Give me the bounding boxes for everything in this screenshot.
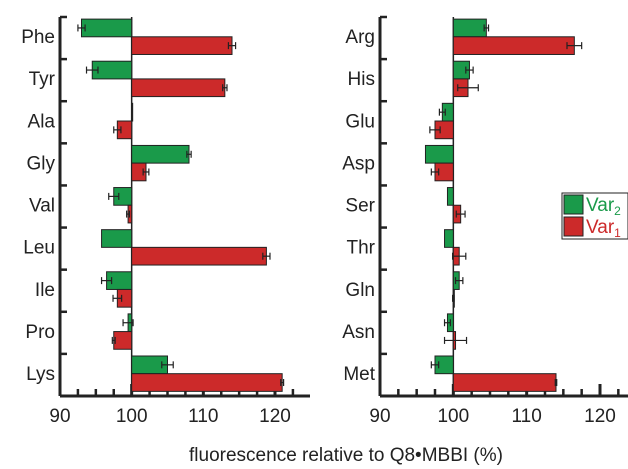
bar-var2-arg xyxy=(452,18,487,38)
category-label: Leu xyxy=(23,238,55,259)
legend-swatch-var1 xyxy=(563,216,584,237)
category-label: Asn xyxy=(342,322,375,343)
bar-var2-asp xyxy=(424,144,454,164)
right-panel: 90 100 110 120 Arg His Glu Asp Ser Thr Gln Asn Met xyxy=(342,15,628,427)
category-label: Pro xyxy=(25,322,55,343)
bar-var1-phe xyxy=(131,36,233,55)
category-label: Ser xyxy=(345,196,375,217)
left-panel: 90 100 110 120 Phe Tyr Ala Gly Val Leu Ile Pro Lys xyxy=(21,15,310,427)
bar-var1-tyr xyxy=(131,78,226,98)
category-label: Glu xyxy=(345,111,375,132)
x-tick-label: 100 xyxy=(116,406,148,427)
bar-var2-phe xyxy=(81,18,133,38)
x-tick-label: 110 xyxy=(512,406,542,427)
x-tick-label: 90 xyxy=(369,406,390,427)
category-label: Ile xyxy=(35,280,55,301)
category-label: Met xyxy=(343,364,375,385)
bar-var1-leu xyxy=(131,246,267,266)
x-tick-label: 100 xyxy=(437,406,469,427)
legend-label-var2: Var2 xyxy=(586,195,621,218)
bar-var2-thr xyxy=(444,229,454,248)
legend: Var2 Var1 xyxy=(561,192,628,240)
category-label: Phe xyxy=(21,27,55,48)
category-label: Ala xyxy=(28,111,56,132)
bar-var1-pro xyxy=(113,331,133,350)
x-axis-title: fluorescence relative to Q8•MBBI (%) xyxy=(189,445,503,466)
category-label: Gln xyxy=(345,280,375,301)
category-label: Lys xyxy=(26,364,55,385)
legend-swatch-var2 xyxy=(563,194,584,215)
x-tick-label: 110 xyxy=(188,406,218,427)
category-label: Arg xyxy=(345,27,375,48)
bar-var1-met xyxy=(452,373,557,392)
legend-label-var1: Var1 xyxy=(586,217,621,240)
bar-var2-gly xyxy=(131,144,190,164)
x-tick-label: 120 xyxy=(584,406,616,427)
bar-var2-ala xyxy=(131,102,134,122)
x-tick-label: 90 xyxy=(49,406,70,427)
category-label: Val xyxy=(29,196,55,217)
category-label: Gly xyxy=(27,153,56,174)
category-label: Asp xyxy=(342,153,375,174)
bar-var2-ser xyxy=(446,187,454,206)
category-label: His xyxy=(348,69,375,90)
bar-var2-leu xyxy=(101,229,133,248)
bar-var1-arg xyxy=(452,36,575,55)
bar-var1-lys xyxy=(131,373,283,392)
x-tick-label: 120 xyxy=(259,406,291,427)
category-label: Thr xyxy=(347,238,376,259)
category-label: Tyr xyxy=(29,69,56,90)
